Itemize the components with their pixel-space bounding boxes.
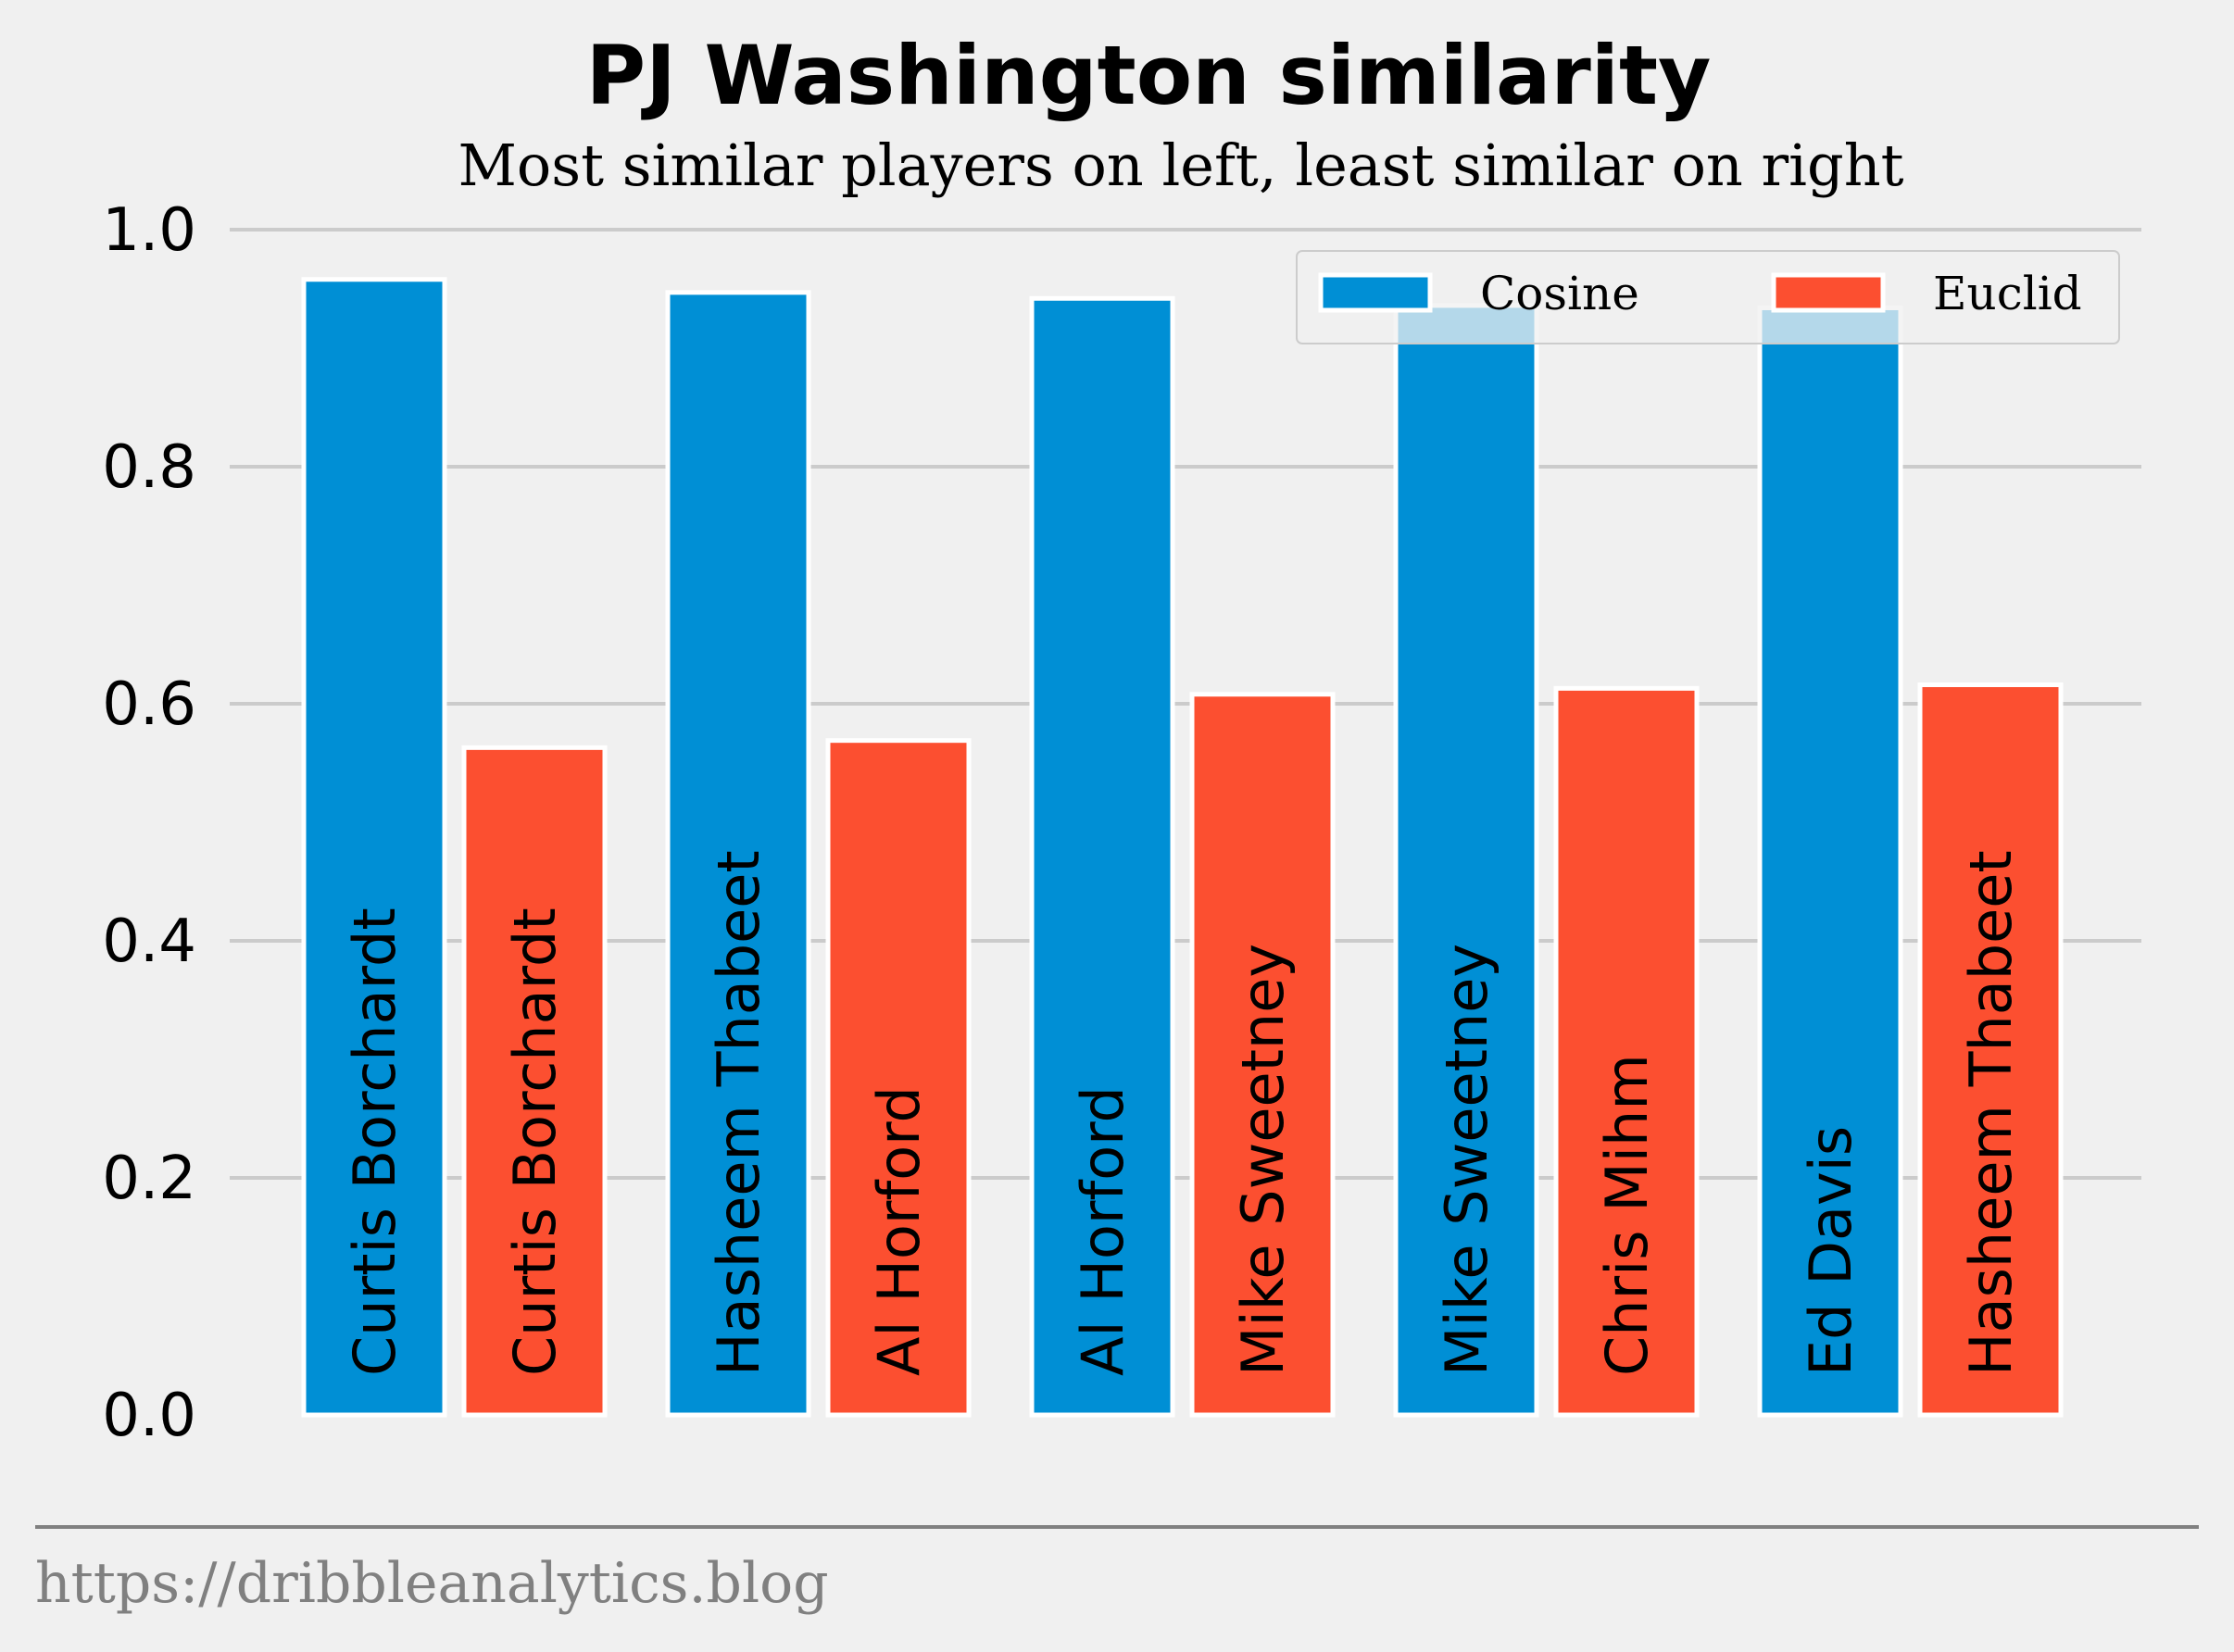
bar-label: Hasheem Thabeet: [1957, 850, 2025, 1376]
bar-label: Al Horford: [1069, 1086, 1136, 1376]
y-tick-label: 0.2: [102, 1145, 196, 1213]
y-tick-label: 0.4: [102, 907, 196, 976]
bar-euclid: [461, 745, 608, 1418]
y-tick-label: 0.0: [102, 1382, 196, 1450]
y-axis-ticks: 0.0 0.2 0.4 0.6 0.8 1.0: [102, 196, 196, 1450]
bar-label: Curtis Borchardt: [341, 907, 408, 1376]
legend-label-cosine: Cosine: [1480, 267, 1639, 320]
legend-box: [1296, 250, 2120, 344]
chart-title: PJ Washington similarity: [586, 28, 1712, 123]
bar-cosine: [1757, 305, 1903, 1418]
legend: Cosine Euclid: [1296, 250, 2120, 344]
bar-euclid: [1917, 682, 2064, 1418]
bar-label: Ed Davis: [1797, 1126, 1864, 1376]
bar-label: Chris Mihm: [1593, 1054, 1661, 1376]
legend-swatch-euclid: [1771, 272, 1886, 313]
bars: Curtis Borchardt Curtis Borchardt Hasheem …: [301, 277, 2064, 1418]
y-tick-label: 0.8: [102, 433, 196, 502]
bar-cosine: [1393, 303, 1539, 1418]
bar-cosine: [301, 277, 447, 1418]
bar-euclid: [1553, 685, 1700, 1418]
y-tick-label: 1.0: [102, 196, 196, 265]
chart-subtitle: Most similar players on left, least simi…: [458, 131, 1903, 199]
bar-label: Hasheem Thabeet: [705, 850, 772, 1376]
bar-label: Curtis Borchardt: [501, 907, 569, 1376]
footer-url: https://dribbleanalytics.blog: [35, 1551, 829, 1616]
bar-label: Mike Sweetney: [1433, 944, 1500, 1376]
y-tick-label: 0.6: [102, 670, 196, 739]
legend-swatch-cosine: [1318, 272, 1433, 313]
bar-euclid: [825, 738, 972, 1418]
legend-label-euclid: Euclid: [1933, 267, 2082, 320]
bar-cosine: [665, 290, 811, 1418]
bar-euclid: [1189, 692, 1336, 1418]
bar-cosine: [1029, 295, 1175, 1418]
bar-label: Al Horford: [865, 1086, 933, 1376]
bar-label: Mike Sweetney: [1229, 944, 1297, 1376]
